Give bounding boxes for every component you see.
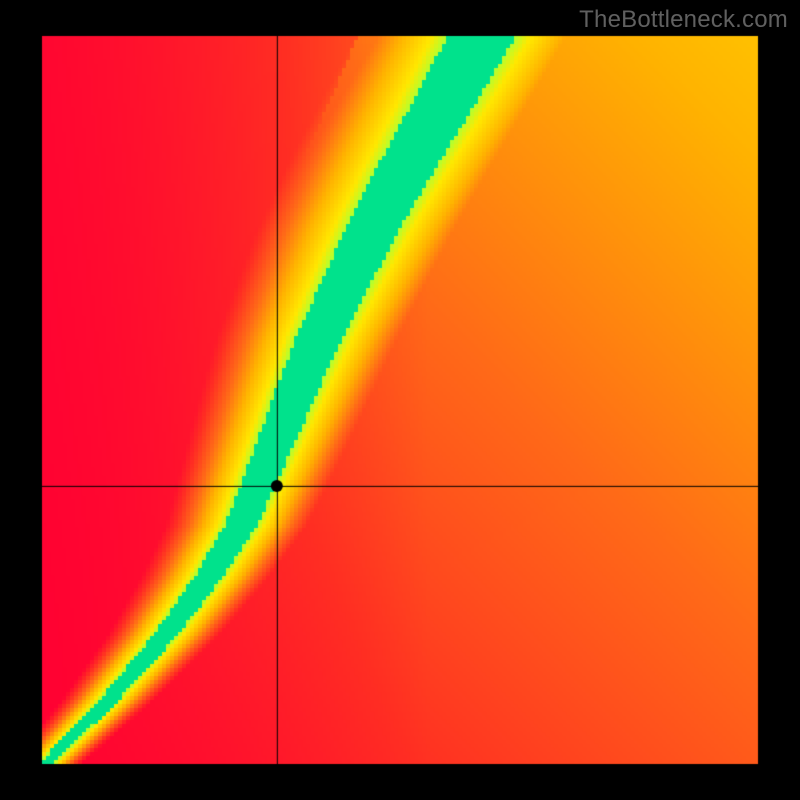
watermark-text: TheBottleneck.com (579, 6, 788, 34)
heatmap-canvas (0, 0, 800, 800)
chart-container: TheBottleneck.com (0, 0, 800, 800)
